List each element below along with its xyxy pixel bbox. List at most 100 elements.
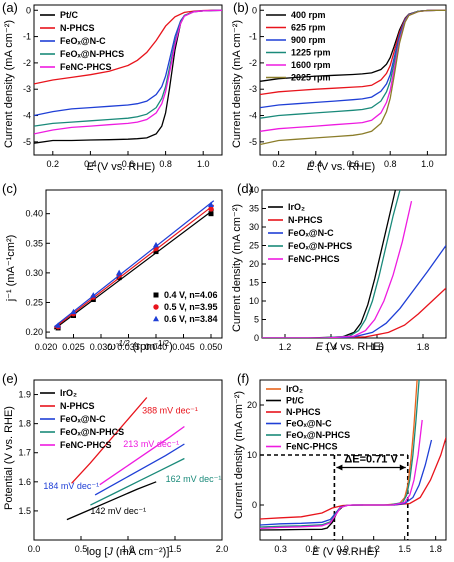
panel-c-data-point [208, 201, 214, 207]
panel-f-label: (f) [237, 371, 249, 386]
panel-c-data-point [90, 292, 97, 298]
panel-d-legend-label: IrO₂ [288, 202, 305, 212]
panel-f-legend-label: N-PHCS [286, 407, 321, 417]
panel-b-x-tick-label: 0.4 [310, 159, 323, 169]
panel-e: (e) Potential (V vs. RHE) log [J (mA cm⁻… [2, 371, 228, 558]
panel-d-y-tick-label: 10 [249, 296, 259, 306]
panel-f-delta-arrowhead-left [336, 464, 343, 471]
panel-d-legend-label: FeOₓ@N-PHCS [288, 241, 352, 251]
panel-d-y-tick-label: 0 [254, 333, 259, 343]
panel-c-data-point [208, 206, 214, 212]
panel-b-legend-label: 625 rpm [291, 23, 326, 33]
panel-f-x-tick-label: 0.6 [305, 544, 318, 554]
panel-e-legend-label: FeOₓ@N-C [60, 414, 106, 424]
panel-a-y-tick-label: -4 [23, 111, 31, 121]
panel-f-legend-label: Pt/C [286, 396, 305, 406]
panel-f-legend-label: IrO₂ [286, 384, 303, 394]
panel-b-axes-frame [259, 4, 447, 156]
panel-c-xlabel-close: ) [169, 341, 173, 353]
panel-e-slope-annotation: 162 mV dec⁻¹ [166, 474, 222, 484]
panel-a-xlabel-unit: (V vs. RHE) [94, 161, 155, 173]
panel-f-axes-frame [259, 379, 447, 541]
panel-a-x-tick-label: 0.4 [84, 159, 97, 169]
panel-b-x-tick-label: 1.0 [421, 159, 434, 169]
panel-c-x-tick-label: 0.020 [35, 342, 58, 352]
panel-f-series-line-5 [260, 419, 423, 530]
panel-a-legend-label: FeOₓ@N-C [60, 36, 106, 46]
panel-f-xlabel-var: E [312, 546, 320, 558]
panel-d-xlabel-unit: (V vs. RHE) [323, 341, 384, 353]
panel-c-y-tick-label: 0.20 [25, 327, 43, 337]
panel-d-legend-label: N-PHCS [288, 215, 323, 225]
panel-f-x-tick-label: 0.9 [336, 544, 349, 554]
panel-d-x-tick-label: 1.4 [325, 342, 338, 352]
panel-d-legend-label: FeNC-PHCS [288, 254, 340, 264]
panel-a-x-tick-label: 0.2 [47, 159, 60, 169]
panel-c-data-point [55, 322, 62, 328]
panel-c-fit-line-1 [53, 204, 215, 329]
panel-d-y-tick-label: 5 [254, 315, 259, 325]
panel-e-slope-annotation: 388 mV dec⁻¹ [142, 405, 198, 415]
panel-a-y-tick-label: -1 [23, 32, 31, 42]
panel-e-x-tick-label: 0.0 [28, 544, 41, 554]
panel-f-y-tick-label: 20 [247, 400, 257, 410]
panel-b-y-tick-label: -1 [249, 32, 257, 42]
panel-a-label: (a) [2, 0, 18, 15]
panel-d: (d) Current density (mA cm⁻²) E (V vs. R… [231, 181, 447, 353]
panel-d-y-tick-label: 25 [249, 241, 259, 251]
panel-b-legend-label: 1225 rpm [291, 48, 331, 58]
panel-c-y-tick-label: 0.25 [25, 297, 43, 307]
panel-a-legend-label: Pt/C [60, 10, 79, 20]
panel-f-delta-arrowhead-right [399, 464, 406, 471]
panel-f-ylabel: Current density (mA cm⁻²) [233, 391, 245, 519]
panel-b-y-tick-label: -5 [249, 137, 257, 147]
panel-b-xlabel: E (V vs. RHE) [307, 161, 375, 173]
panel-c-y-tick-label: 0.30 [25, 268, 43, 278]
panel-f-y-tick-label: 0 [252, 500, 257, 510]
panel-c-y-tick-label: 0.40 [25, 209, 43, 219]
panel-c: (c) j⁻¹ (mA⁻¹cm²) ω-1/2 (rpm-1/2) 0.020 0… [2, 181, 223, 353]
panel-a-ylabel: Current density (mA cm⁻²) [3, 20, 15, 148]
panel-c-legend-marker [153, 292, 159, 298]
panel-d-series-line-4 [262, 200, 413, 338]
panel-c-legend-marker [153, 304, 159, 310]
panel-b-series-line-0 [260, 9, 446, 82]
panel-f-x-tick-label: 0.3 [274, 544, 287, 554]
panel-f-legend-label: FeOₓ@N-PHCS [286, 430, 350, 440]
panel-d-series-line-1 [262, 287, 446, 338]
panel-d-series-line-0 [262, 190, 397, 338]
panel-c-axes-frame [45, 189, 223, 339]
panel-f-xlabel-unit: (V vs.RHE) [320, 546, 378, 558]
panel-c-x-tick-label: 0.050 [200, 342, 223, 352]
panel-e-ylabel: Potential (V vs. RHE) [3, 406, 15, 510]
panel-a-x-tick-label: 0.8 [159, 159, 172, 169]
panel-e-x-tick-label: 1.0 [122, 544, 135, 554]
panel-e-y-tick-label: 1.9 [18, 390, 31, 400]
panel-f: (f) Current density (mA cm⁻²) E (V vs.RH… [233, 371, 447, 558]
panel-f-x-tick-label: 1.2 [367, 544, 380, 554]
panel-f-x-tick-label: 1.5 [398, 544, 411, 554]
panel-e-xlabel: log [J (mA cm⁻²)] [87, 546, 170, 558]
panel-e-slope-annotation: 184 mV dec⁻¹ [43, 481, 99, 491]
panel-b-series-line-5 [260, 9, 446, 146]
panel-c-ylabel: j⁻¹ (mA⁻¹cm²) [5, 235, 17, 303]
panel-f-legend-label: FeOₓ@N-C [286, 419, 332, 429]
panel-b-xlabel-var: E [307, 161, 315, 173]
panel-c-x-tick-label: 0.040 [145, 342, 168, 352]
panel-d-axes-frame [261, 189, 447, 339]
panel-e-legend-label: FeOₓ@N-PHCS [60, 427, 124, 437]
panel-e-series-line-2 [94, 443, 185, 496]
panel-c-data-point [153, 249, 159, 255]
panel-a-xlabel-var: E [87, 161, 95, 173]
panel-e-x-tick-label: 1.5 [169, 544, 182, 554]
panel-c-x-tick-label: 0.030 [90, 342, 113, 352]
panel-e-y-tick-label: 1.8 [18, 419, 31, 429]
panel-b-legend-label: 400 rpm [291, 10, 326, 20]
panel-e-series-line-1 [71, 397, 148, 484]
panel-b-label: (b) [233, 0, 249, 15]
panel-b-y-tick-label: -3 [249, 84, 257, 94]
panel-c-xlabel: ω-1/2 (rpm-1/2) [107, 339, 173, 353]
panel-a: (a) Current density (mA cm⁻²) E (V vs. R… [2, 0, 223, 173]
panel-e-series-line-3 [90, 457, 185, 506]
